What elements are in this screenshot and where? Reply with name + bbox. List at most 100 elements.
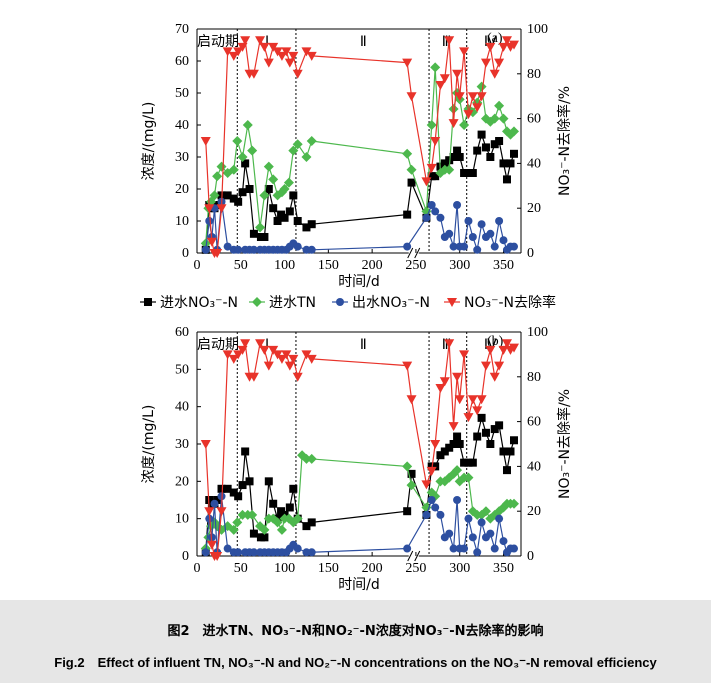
caption-chinese: 图2 进水TN、NO₃⁻-N和NO₂⁻-N浓度对NO₃⁻-N去除率的影响	[167, 624, 544, 639]
data-point-influent_no3	[431, 172, 440, 181]
data-point-influent_no3	[440, 447, 449, 456]
x-tick-label: 250	[405, 561, 426, 576]
data-point-influent_tn	[430, 62, 441, 73]
phase-label: 启动期	[197, 337, 239, 353]
data-point-influent_no3	[499, 447, 508, 456]
data-point-effluent_no3	[495, 514, 504, 523]
data-point-influent_no3	[464, 169, 473, 177]
series-line-effluent_no3	[311, 498, 514, 554]
legend-marker-influent_no3	[144, 298, 152, 306]
data-point-influent_tn	[292, 513, 303, 524]
x-tick-label: 350	[493, 258, 514, 273]
chart-panel-b: 0 10 20 30 40 50 60 0 20 40 60 80 100 0 50 100 150 200 250…	[141, 325, 573, 593]
data-point-influent_tn	[209, 190, 220, 201]
data-point-influent_tn	[237, 509, 248, 520]
data-point-effluent_no3	[403, 544, 412, 553]
data-point-removal	[472, 406, 483, 416]
data-point-removal	[494, 58, 505, 68]
data-point-effluent_no3	[234, 548, 243, 557]
y2-tick-label: 0	[527, 246, 534, 261]
data-point-influent_no3	[269, 499, 278, 508]
data-point-effluent_no3	[431, 207, 440, 216]
data-point-influent_no3	[464, 458, 473, 467]
data-point-influent_tn	[259, 524, 270, 535]
data-point-effluent_no3	[293, 544, 302, 553]
data-point-influent_tn	[212, 171, 223, 182]
data-point-influent_tn	[263, 161, 274, 172]
axis-break-mark	[414, 550, 421, 562]
data-point-removal	[301, 350, 312, 360]
x-tick-label: 200	[362, 561, 383, 576]
x-tick-label: 350	[493, 561, 514, 576]
x-axis-label: 时间/d	[338, 577, 380, 593]
data-point-removal	[426, 163, 437, 173]
data-point-influent_no3	[302, 223, 311, 232]
data-point-effluent_no3	[473, 548, 482, 557]
data-point-effluent_no3	[460, 242, 469, 251]
data-point-removal	[200, 440, 211, 449]
data-point-influent_no3	[431, 462, 440, 471]
data-point-influent_no3	[229, 194, 238, 203]
data-point-influent_tn	[301, 453, 312, 464]
data-point-effluent_no3	[422, 213, 431, 222]
data-point-removal	[472, 103, 483, 113]
y-tick-label: 40	[175, 118, 189, 133]
data-point-influent_tn	[452, 465, 463, 476]
y-tick-label: 30	[175, 437, 189, 452]
y2-axis-label: NO₃⁻-N去除率/%	[556, 389, 573, 499]
data-point-influent_no3	[285, 207, 294, 216]
data-point-removal	[284, 361, 295, 371]
data-point-removal	[508, 40, 519, 50]
data-point-removal	[255, 36, 266, 46]
legend: 进水NO₃⁻-N 进水TN 出水NO₃⁻-N NO₃⁻-N去除率	[140, 294, 556, 311]
x-tick-label: 150	[318, 258, 339, 273]
data-point-removal	[240, 339, 251, 349]
y2-tick-label: 20	[527, 201, 541, 216]
y2-tick-label: 0	[527, 549, 534, 564]
data-point-influent_no3	[229, 488, 238, 497]
data-point-effluent_no3	[509, 242, 518, 251]
data-point-influent_no3	[289, 484, 298, 493]
y2-tick-label: 60	[527, 112, 541, 127]
data-point-influent_tn	[237, 152, 248, 162]
data-point-effluent_no3	[509, 544, 518, 553]
data-point-removal	[435, 81, 446, 90]
data-point-removal	[222, 350, 233, 360]
phase-label: Ⅱ	[360, 337, 367, 353]
data-point-effluent_no3	[307, 548, 316, 557]
data-point-effluent_no3	[445, 529, 454, 538]
data-point-effluent_no3	[490, 242, 499, 251]
data-point-effluent_no3	[468, 533, 477, 542]
x-tick-label: 150	[318, 561, 339, 576]
data-point-influent_no3	[241, 447, 250, 456]
data-point-removal	[485, 345, 496, 355]
legend-label-influent_tn: 进水TN	[269, 295, 316, 311]
data-point-removal	[233, 350, 244, 360]
data-point-influent_no3	[490, 425, 499, 434]
y-tick-label: 0	[182, 549, 189, 564]
data-point-effluent_no3	[464, 514, 473, 523]
x-tick-label: 50	[234, 258, 248, 273]
data-point-influent_no3	[213, 496, 222, 504]
data-point-effluent_no3	[223, 242, 232, 251]
data-point-removal	[444, 339, 455, 349]
x-tick-label: 0	[194, 561, 201, 576]
axis-break-mark	[407, 550, 414, 562]
data-point-effluent_no3	[431, 503, 440, 512]
data-point-influent_no3	[289, 191, 298, 200]
data-point-removal	[435, 384, 446, 393]
data-point-effluent_no3	[449, 544, 458, 553]
y-tick-label: 10	[175, 512, 189, 527]
data-point-influent_tn	[272, 517, 283, 528]
y-tick-label: 50	[175, 362, 189, 377]
data-point-removal	[454, 395, 465, 405]
data-point-effluent_no3	[499, 236, 508, 245]
data-point-effluent_no3	[477, 518, 486, 527]
data-point-effluent_no3	[460, 544, 469, 553]
caption-english: Fig.2 Effect of influent TN, NO₃⁻-N and …	[54, 655, 657, 670]
data-point-removal	[248, 69, 259, 79]
y-tick-label: 0	[182, 246, 189, 261]
data-point-removal	[263, 58, 274, 68]
data-point-removal	[288, 354, 299, 364]
data-point-removal	[281, 47, 292, 57]
